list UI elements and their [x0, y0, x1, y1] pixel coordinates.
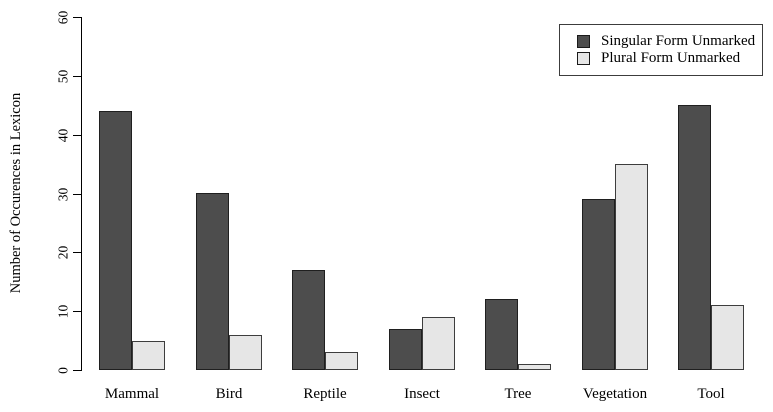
y-tick-label-50: 50: [55, 69, 71, 84]
bar-reptile-singular-form-unmarked: [292, 270, 325, 370]
y-tick-10: [73, 311, 81, 312]
legend: Singular Form Unmarked Plural Form Unmark…: [559, 24, 763, 76]
y-tick-label-30: 30: [55, 187, 71, 202]
y-tick-50: [73, 76, 81, 77]
x-label-reptile: Reptile: [303, 386, 347, 402]
bar-vegetation-singular-form-unmarked: [582, 199, 615, 370]
x-label-mammal: Mammal: [104, 386, 160, 402]
y-tick-label-40: 40: [55, 128, 71, 143]
y-tick-label-10: 10: [55, 304, 71, 319]
y-tick-label-60: 60: [55, 10, 71, 25]
x-label-tool: Tool: [697, 386, 725, 402]
x-label-vegetation: Vegetation: [582, 386, 648, 402]
bar-tree-singular-form-unmarked: [485, 299, 518, 370]
y-axis-title: Number of Occurences in Lexicon: [8, 92, 24, 294]
legend-item-plural-form-unmarked: Plural Form Unmarked: [577, 50, 754, 67]
bar-tree-plural-form-unmarked: [518, 364, 551, 370]
bar-mammal-plural-form-unmarked: [132, 341, 165, 370]
x-label-bird: Bird: [215, 386, 243, 402]
y-tick-0: [73, 370, 81, 371]
y-tick-20: [73, 252, 81, 253]
bar-bird-singular-form-unmarked: [196, 193, 229, 370]
y-axis-line: [81, 17, 82, 371]
bar-insect-singular-form-unmarked: [389, 329, 422, 370]
y-tick-label-20: 20: [55, 245, 71, 260]
y-tick-40: [73, 135, 81, 136]
bar-mammal-singular-form-unmarked: [99, 111, 132, 370]
legend-item-singular-form-unmarked: Singular Form Unmarked: [577, 33, 756, 50]
legend-label-singular-form-unmarked: Singular Form Unmarked: [601, 33, 756, 49]
x-label-tree: Tree: [504, 386, 532, 402]
y-tick-30: [73, 194, 81, 195]
legend-swatch-singular-form-unmarked: [577, 35, 590, 48]
bar-reptile-plural-form-unmarked: [325, 352, 358, 370]
x-label-insect: Insect: [404, 386, 440, 402]
y-tick-60: [73, 17, 81, 18]
legend-items: Singular Form Unmarked Plural Form Unmark…: [577, 33, 756, 67]
bar-insect-plural-form-unmarked: [422, 317, 455, 370]
bar-bird-plural-form-unmarked: [229, 335, 262, 370]
legend-swatch-plural-form-unmarked: [577, 52, 590, 65]
y-tick-label-0: 0: [55, 367, 71, 374]
bar-tool-plural-form-unmarked: [711, 305, 744, 370]
bar-vegetation-plural-form-unmarked: [615, 164, 648, 370]
bar-tool-singular-form-unmarked: [678, 105, 711, 370]
legend-label-plural-form-unmarked: Plural Form Unmarked: [601, 50, 741, 66]
